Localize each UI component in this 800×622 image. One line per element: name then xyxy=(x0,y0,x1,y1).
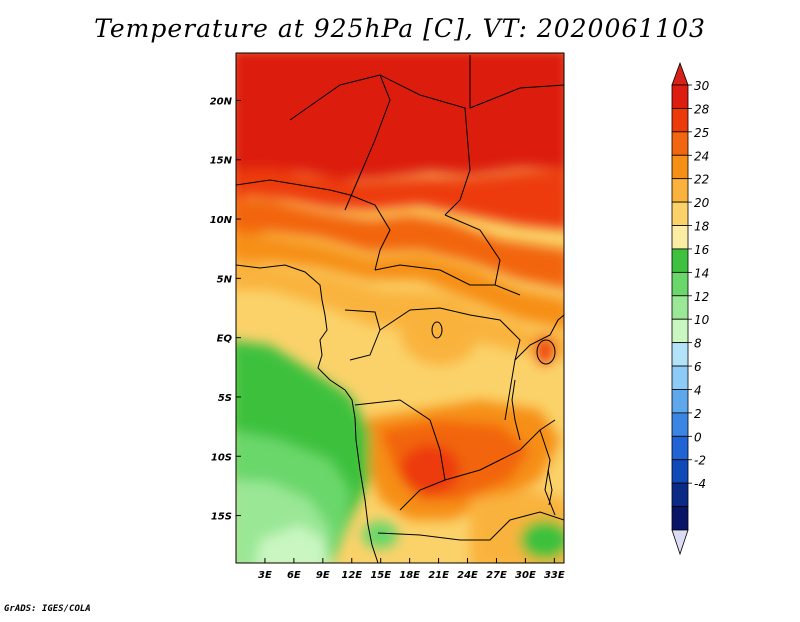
colorbar-label: 2 xyxy=(694,407,702,421)
colorbar-label: 25 xyxy=(694,126,709,140)
colorbar-label: 18 xyxy=(694,220,710,234)
colorbar-box xyxy=(671,482,689,507)
x-axis: 3E 6E 9E 12E 15E 18E 21E 24E 27E 30E 33E xyxy=(258,558,565,581)
temperature-field xyxy=(236,53,564,563)
coastline-atlantic xyxy=(236,264,379,563)
x-tick-label: 18E xyxy=(399,570,420,581)
border-angola xyxy=(354,399,446,511)
border-east xyxy=(514,314,564,361)
region-28 xyxy=(236,168,564,230)
x-tick-label: 3E xyxy=(258,570,272,581)
x-tick-label: 27E xyxy=(486,570,507,581)
colorbar-box xyxy=(671,108,689,133)
colorbar-box xyxy=(671,201,689,226)
border-zambia xyxy=(444,419,556,481)
colorbar-box xyxy=(671,271,689,297)
y-tick-label: 5S xyxy=(218,393,232,404)
colorbar-label: 16 xyxy=(694,243,710,257)
colorbar-box xyxy=(671,506,689,531)
border-sahel xyxy=(236,179,391,271)
border-south xyxy=(377,511,564,541)
border-north-1 xyxy=(289,74,391,211)
chart-title: Temperature at 925hPa [C], VT: 202006110… xyxy=(94,14,706,43)
region-southeast-16 xyxy=(520,520,564,560)
region-30 xyxy=(236,53,564,180)
region-congo-core xyxy=(400,295,480,365)
borders xyxy=(236,55,564,563)
region-25 xyxy=(236,198,564,289)
colorbar-top-arrow xyxy=(671,61,689,86)
x-tick-label: 21E xyxy=(428,570,449,581)
colorbar-box xyxy=(671,154,689,180)
y-tick-label: 15N xyxy=(210,156,233,167)
region-24 xyxy=(236,230,564,329)
colorbar-box xyxy=(671,459,689,484)
y-tick-label: 10S xyxy=(211,452,232,463)
colorbar-box xyxy=(671,131,689,156)
border-drc-north xyxy=(379,307,521,421)
y-tick-label: 5N xyxy=(217,274,233,285)
colorbar-label: 12 xyxy=(694,290,709,304)
border-sudan xyxy=(444,214,521,296)
border-north-2 xyxy=(379,74,471,216)
colorbar-box xyxy=(671,248,689,273)
lake-contour-congo xyxy=(431,321,443,339)
colorbar-label: 8 xyxy=(694,337,702,351)
colorbar-bottom-arrow xyxy=(671,529,689,556)
colorbar-label: 6 xyxy=(694,360,702,374)
x-tick-label: 30E xyxy=(515,570,536,581)
colorbar-label: 14 xyxy=(694,266,709,280)
colorbar-box xyxy=(671,84,689,109)
y-axis: 20N 15N 10N 5N EQ 5S 10S 15S xyxy=(210,96,241,523)
colorbar-label: 4 xyxy=(694,383,702,397)
region-10 xyxy=(256,525,329,563)
x-tick-label: 9E xyxy=(316,570,330,581)
colorbar-box xyxy=(671,389,689,414)
lake-tanganyika xyxy=(511,379,521,441)
colorbar-box xyxy=(671,365,689,390)
border-north-3 xyxy=(469,55,564,109)
x-tick-label: 6E xyxy=(287,570,301,581)
colorbar-label: -4 xyxy=(694,477,706,491)
colorbar-box xyxy=(671,295,689,320)
plot-frame xyxy=(235,52,565,564)
x-tick-label: 15E xyxy=(370,570,391,581)
region-22 xyxy=(236,259,564,360)
colorbar-label: 20 xyxy=(694,196,710,210)
colorbar-box xyxy=(671,412,689,437)
colorbar-box xyxy=(671,318,689,344)
colorbar-label: 28 xyxy=(694,102,710,116)
border-car xyxy=(374,264,495,286)
y-tick-label: 10N xyxy=(210,215,233,226)
lake-victoria xyxy=(536,339,556,365)
region-angola-28 xyxy=(400,445,460,495)
colorbar-label: 24 xyxy=(694,149,709,163)
colorbar-box xyxy=(671,342,689,367)
y-tick-label: 15S xyxy=(211,512,232,523)
colorbar-box xyxy=(671,435,689,461)
y-tick-label: EQ xyxy=(217,334,233,345)
lake-malawi xyxy=(547,469,553,506)
colorbar-box xyxy=(671,225,689,250)
colorbar-label: -2 xyxy=(694,454,706,468)
x-tick-label: 33E xyxy=(544,570,565,581)
colorbar-box xyxy=(671,178,689,203)
grads-credit: GrADS: IGES/COLA xyxy=(4,604,91,614)
colorbar-label: 22 xyxy=(694,173,709,187)
x-tick-label: 24E xyxy=(457,570,478,581)
y-tick-label: 20N xyxy=(210,96,233,107)
colorbar-label: 30 xyxy=(694,79,710,93)
region-namibia-14 xyxy=(362,521,398,549)
x-tick-label: 12E xyxy=(341,570,362,581)
colorbar-label: 0 xyxy=(694,430,702,444)
colorbar-label: 10 xyxy=(694,313,710,327)
